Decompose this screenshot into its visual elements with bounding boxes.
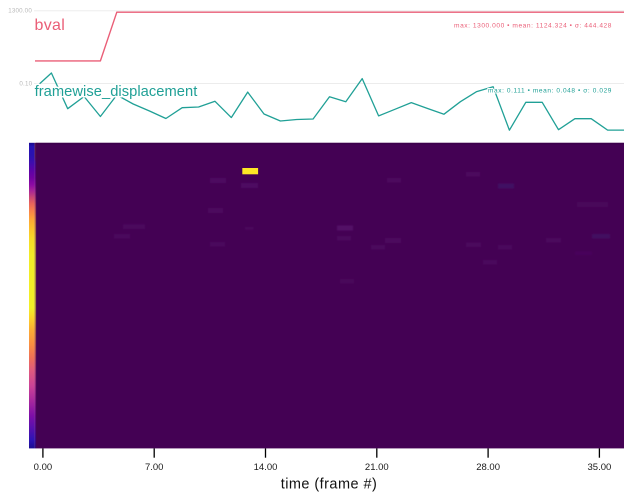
svg-text:0.00: 0.00	[34, 462, 53, 473]
svg-text:framewise_displacement: framewise_displacement	[35, 84, 198, 100]
svg-text:bval: bval	[35, 17, 66, 34]
svg-text:14.00: 14.00	[254, 462, 278, 473]
svg-text:max: 0.111 • mean: 0.048 • σ:: max: 0.111 • mean: 0.048 • σ: 0.029	[488, 88, 612, 95]
svg-text:35.00: 35.00	[588, 462, 612, 473]
svg-text:time (frame #): time (frame #)	[281, 476, 378, 492]
svg-text:max: 1300.000 • mean: 1124.324: max: 1300.000 • mean: 1124.324 • σ: 444.…	[454, 23, 612, 30]
svg-text:0.10: 0.10	[19, 81, 32, 88]
svg-text:1300.00: 1300.00	[8, 7, 32, 14]
svg-text:21.00: 21.00	[365, 462, 389, 473]
svg-text:7.00: 7.00	[145, 462, 164, 473]
svg-text:28.00: 28.00	[476, 462, 500, 473]
